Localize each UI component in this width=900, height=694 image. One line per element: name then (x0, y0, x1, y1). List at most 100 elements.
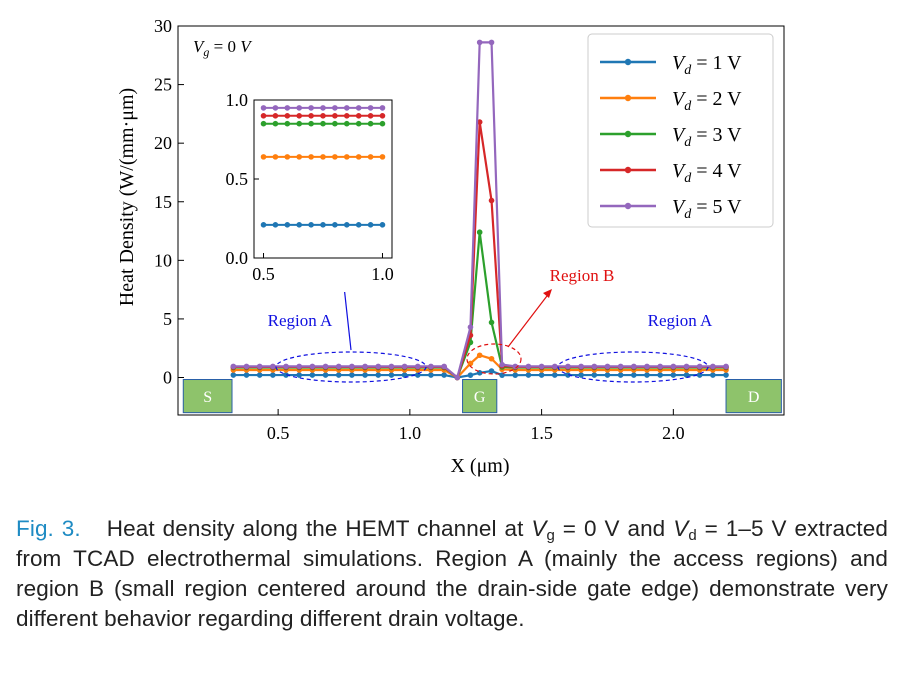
series-point-5v (401, 363, 408, 370)
series-point-5v (617, 363, 624, 370)
series-point-2v (488, 355, 495, 362)
series-point-1v (604, 372, 611, 378)
inset-x-tick-label: 0.5 (252, 264, 275, 284)
series-point-1v (710, 372, 716, 378)
inset-series-point-1v (379, 222, 386, 228)
series-point-5v (283, 363, 289, 370)
series-point-5v (696, 363, 703, 370)
legend: Vd = 1 V Vd = 2 V Vd = 3 V Vd = 4 V Vd = 5 V (587, 33, 774, 228)
series-point-5v (335, 363, 342, 370)
inset-series-point-5v (343, 105, 350, 111)
inset-series-point-4v (272, 113, 279, 119)
legend-box (587, 33, 774, 228)
series-point-1v (591, 372, 598, 378)
series-point-3v (488, 319, 495, 326)
inset-series-point-5v (272, 105, 279, 111)
series-point-5v (414, 363, 421, 370)
series-point-5v (710, 363, 716, 370)
series-point-1v (525, 372, 532, 378)
series-point-4v (476, 119, 483, 125)
main-series-group (230, 39, 729, 381)
y-tick-label: 25 (154, 75, 172, 95)
x-tick-label: 0.5 (267, 423, 290, 443)
region-a-left-label: Region A (268, 311, 333, 330)
inset-series-point-2v (260, 154, 267, 160)
series-point-1v (296, 372, 303, 378)
legend-label-5v: Vd = 5 V (672, 196, 742, 222)
inset-series-point-1v (332, 222, 338, 228)
x-tick-label: 1.5 (530, 423, 553, 443)
series-point-5v (349, 363, 355, 370)
inset-series-point-5v (260, 105, 267, 111)
electrode-source-label: S (203, 389, 212, 406)
series-point-1v (388, 372, 395, 378)
legend-marker-4v (624, 166, 632, 174)
series-point-5v (428, 363, 434, 370)
electrode-source: S (182, 379, 233, 414)
series-point-5v (538, 363, 545, 370)
series-point-1v (230, 372, 237, 378)
series-point-1v (243, 372, 250, 378)
series-point-5v (525, 363, 532, 370)
inset-series-point-4v (320, 113, 326, 119)
series-point-1v (349, 372, 355, 378)
inset-series-point-3v (379, 120, 386, 127)
inset-series-point-5v (332, 105, 338, 111)
series-point-1v (401, 372, 408, 378)
caption-vg-symbol: V (531, 516, 547, 541)
inset-series-point-5v (296, 105, 303, 111)
series-point-1v (467, 372, 474, 378)
main-axis-ticks: 0.5 1.0 1.5 2.0 0 5 10 15 20 25 30 (154, 16, 685, 443)
figure-caption: Fig. 3. Heat density along the HEMT chann… (16, 514, 888, 634)
inset-series-point-4v (379, 113, 386, 119)
series-point-5v (243, 363, 250, 370)
series-point-5v (270, 363, 276, 370)
series-point-1v (617, 372, 624, 378)
series-point-1v (322, 372, 329, 378)
inset-series-point-4v (260, 113, 267, 119)
series-point-5v (256, 363, 263, 370)
inset-series-point-3v (296, 120, 303, 127)
inset-series-point-3v (332, 120, 338, 127)
series-point-1v (488, 368, 495, 374)
series-point-5v (683, 363, 690, 370)
series-point-5v (388, 363, 395, 370)
series-point-5v (723, 363, 729, 370)
inset-series-point-5v (320, 105, 326, 111)
series-point-5v (670, 363, 677, 370)
series-point-5v (499, 361, 505, 368)
series-point-5v (476, 39, 483, 46)
inset-series-point-5v (308, 105, 314, 111)
inset-series-point-2v (284, 154, 291, 160)
series-point-1v (335, 372, 342, 378)
series-point-5v (644, 363, 650, 370)
series-point-1v (375, 372, 382, 378)
series-point-1v (512, 372, 519, 378)
y-tick-label: 10 (154, 250, 172, 270)
inset-series-point-2v (343, 154, 350, 160)
inset-series-point-3v (367, 120, 374, 127)
series-point-5v (467, 324, 474, 330)
caption-vd-symbol: V (673, 516, 689, 541)
inset-series-point-2v (367, 154, 374, 160)
inset-series-point-5v (284, 105, 291, 111)
legend-label-2v: Vd = 2 V (672, 88, 742, 114)
series-point-1v (670, 372, 677, 378)
inset-y-tick-label: 0.0 (226, 248, 249, 268)
inset-series-point-5v (367, 105, 374, 111)
caption-text-2: = 0 V and (554, 516, 674, 541)
inset-series-point-1v (355, 222, 362, 228)
series-point-1v (256, 372, 263, 378)
series-point-1v (723, 372, 729, 378)
inset-series-point-2v (379, 154, 386, 160)
region-a-right-label: Region A (648, 311, 713, 330)
series-point-4v (488, 197, 495, 204)
legend-marker-1v (624, 58, 632, 66)
inset-series-point-2v (332, 154, 338, 160)
y-tick-label: 15 (154, 192, 172, 212)
series-point-1v (362, 372, 368, 378)
inset-series-point-2v (272, 154, 279, 160)
y-tick-label: 20 (154, 133, 172, 153)
electrode-drain: D (725, 379, 782, 414)
inset-series-point-4v (355, 113, 362, 119)
